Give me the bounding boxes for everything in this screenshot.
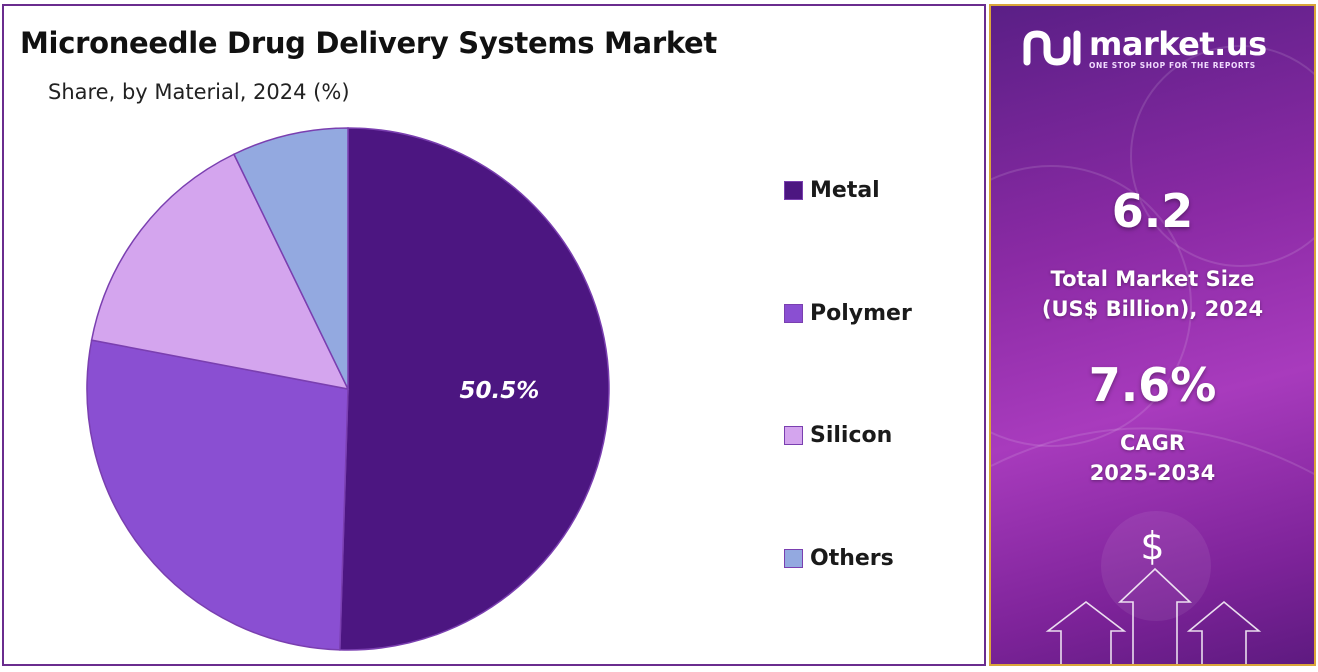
pie-slice-silicon [90, 153, 350, 391]
pie-chart: 50.5% [86, 127, 610, 651]
logo-name: market.us [1089, 24, 1267, 63]
pie-slice-metal [339, 127, 610, 651]
legend-swatch [784, 426, 803, 445]
legend-label: Silicon [810, 423, 893, 448]
legend-swatch [784, 549, 803, 568]
cagr-stat: 7.6% [991, 358, 1314, 412]
chart-panel: Microneedle Drug Delivery Systems Market… [2, 4, 986, 666]
pie-slice-others [232, 127, 349, 390]
cagr-caption-line2: 2025-2034 [1089, 461, 1216, 485]
info-panel: market.us ONE STOP SHOP FOR THE REPORTS … [989, 4, 1316, 666]
legend-label: Others [810, 546, 894, 571]
chart-subtitle: Share, by Material, 2024 (%) [48, 80, 350, 104]
background-decoration [991, 45, 1314, 664]
market-size-caption: Total Market Size (US$ Billion), 2024 [991, 264, 1314, 324]
legend-swatch [784, 181, 803, 200]
slice-label-metal: 50.5% [459, 378, 539, 404]
chart-title: Microneedle Drug Delivery Systems Market [20, 26, 717, 60]
legend-item-others: Others [784, 546, 894, 571]
legend-label: Metal [810, 178, 880, 203]
cagr-caption-line1: CAGR [1119, 431, 1186, 455]
logo-mark-icon [1023, 30, 1081, 66]
growth-arrows-icon [1045, 567, 1262, 664]
dollar-icon: $ [1140, 524, 1165, 568]
legend-item-metal: Metal [784, 178, 880, 203]
market-size-caption-line2: (US$ Billion), 2024 [1041, 297, 1264, 321]
market-us-logo: market.us ONE STOP SHOP FOR THE REPORTS [1021, 24, 1267, 72]
legend-label: Polymer [810, 301, 912, 326]
market-size-stat: 6.2 [991, 184, 1314, 238]
market-size-value: 6.2 [1111, 184, 1194, 238]
legend-item-silicon: Silicon [784, 423, 892, 448]
pie-slice-polymer [86, 339, 349, 651]
logo-tagline: ONE STOP SHOP FOR THE REPORTS [1089, 60, 1256, 70]
cagr-value: 7.6% [1088, 358, 1217, 412]
legend-item-polymer: Polymer [784, 301, 912, 326]
market-size-caption-line1: Total Market Size [1050, 267, 1255, 291]
cagr-caption: CAGR 2025-2034 [991, 428, 1314, 488]
legend-swatch [784, 304, 803, 323]
